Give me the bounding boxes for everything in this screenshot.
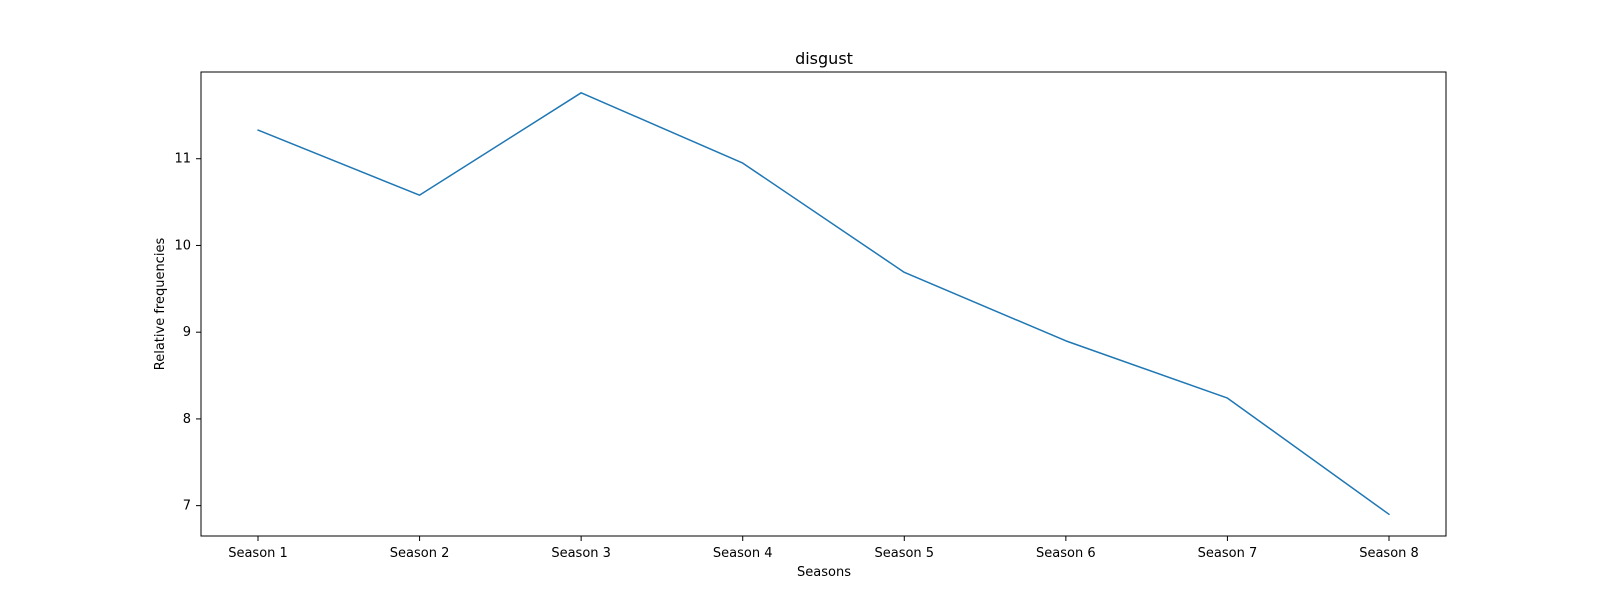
x-tick-label: Season 7 xyxy=(1198,546,1258,561)
x-tick-label: Season 2 xyxy=(390,546,450,561)
y-tick-label: 11 xyxy=(174,152,191,167)
x-tick-label: Season 5 xyxy=(874,546,934,561)
y-axis-label: Relative frequencies xyxy=(153,238,168,371)
y-tick-label: 7 xyxy=(183,499,191,514)
x-tick-label: Season 4 xyxy=(713,546,773,561)
x-tick-label: Season 8 xyxy=(1359,546,1419,561)
x-tick-label: Season 1 xyxy=(228,546,288,561)
x-axis-label: Seasons xyxy=(797,565,851,580)
chart-title: disgust xyxy=(795,49,853,68)
series-line xyxy=(257,92,1390,516)
y-tick-label: 8 xyxy=(183,412,191,427)
y-axis-ticks: 7 8 9 10 11 xyxy=(174,152,201,514)
y-tick-label: 10 xyxy=(174,238,191,253)
x-axis-ticks: Season 1 Season 2 Season 3 Season 4 Season 5… xyxy=(228,536,1419,561)
x-tick-label: Season 6 xyxy=(1036,546,1096,561)
x-tick-label: Season 3 xyxy=(551,546,611,561)
plot-frame xyxy=(200,71,1447,537)
y-tick-label: 9 xyxy=(183,325,191,340)
series-layer xyxy=(257,92,1390,516)
